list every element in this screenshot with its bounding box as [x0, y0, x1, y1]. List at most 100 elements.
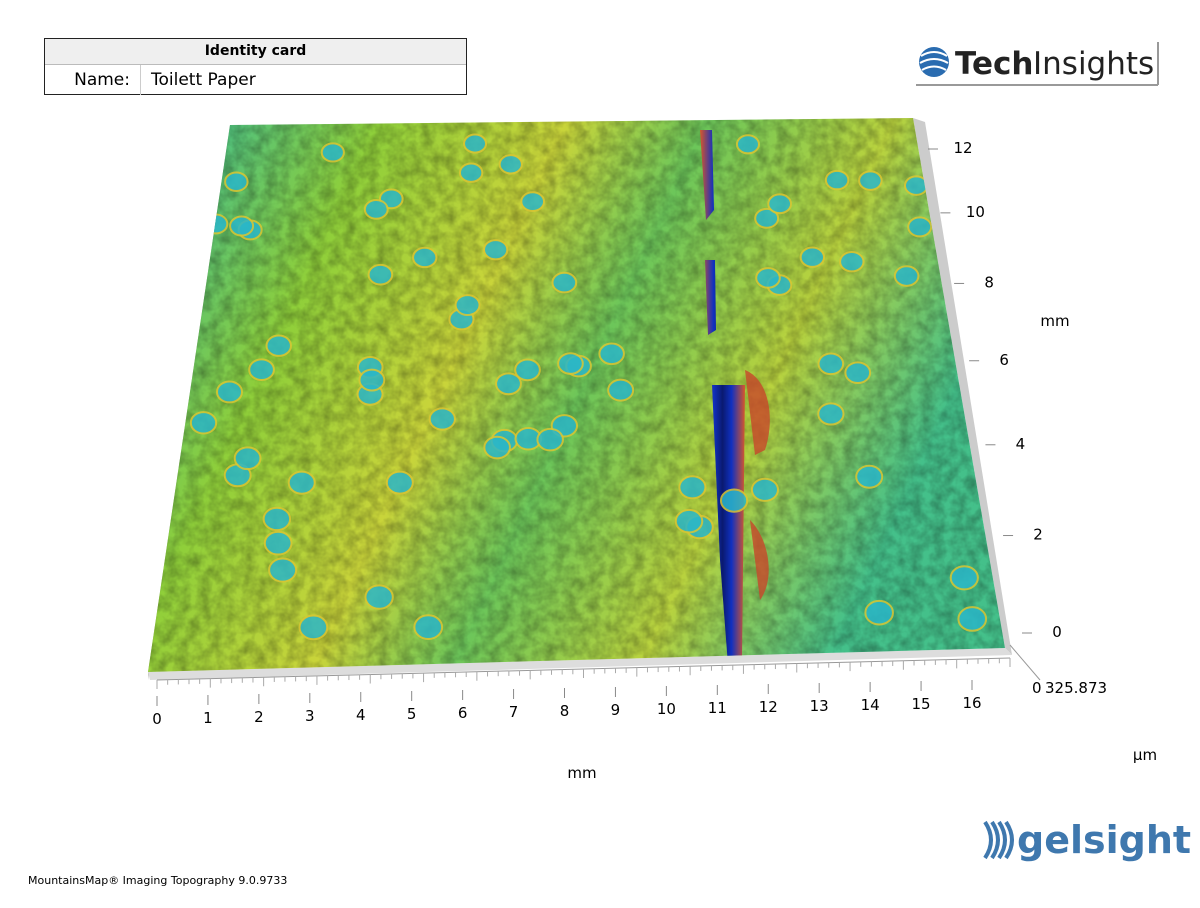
pit [320, 142, 345, 163]
pit [358, 368, 386, 392]
pit [385, 470, 414, 495]
identity-card: Identity card Name: Toilett Paper [44, 38, 467, 95]
front-wall [148, 648, 1012, 680]
pit [363, 198, 389, 220]
ridge [745, 370, 770, 600]
pit [237, 219, 263, 241]
z-tick-label: 325.873 [1045, 679, 1107, 697]
x-tick-label: 5 [407, 705, 417, 723]
pit [498, 154, 523, 175]
x-tick-label: 10 [657, 700, 676, 718]
pit [223, 463, 252, 488]
pit [557, 352, 584, 375]
pit [356, 355, 384, 379]
x-tick-label: 1 [203, 709, 213, 727]
pit [817, 352, 845, 376]
pit [551, 271, 578, 294]
pit [428, 407, 456, 431]
y-tick-label: 6 [999, 351, 1009, 369]
y-tick-label: 8 [984, 273, 994, 291]
y-tick-label: 0 [1052, 623, 1062, 641]
pit [483, 435, 511, 460]
z-axis-base [1009, 644, 1041, 681]
x-tick-label: 15 [912, 695, 931, 713]
pit [858, 170, 883, 191]
pit [298, 614, 329, 641]
x-axis-unit: mm [567, 764, 596, 782]
x-tick-label: 0 [152, 710, 162, 728]
pit [767, 193, 793, 215]
surface-texture [148, 118, 1005, 672]
z-axis-unit: µm [1133, 746, 1157, 764]
y-tick-label: 10 [966, 203, 985, 221]
y-axis-unit: mm [1040, 312, 1069, 330]
footer: MountainsMap® Imaging Topography 9.0.973… [28, 874, 287, 887]
techinsights-icon [919, 47, 949, 77]
z-tick-label: 0 [1032, 679, 1042, 697]
pit [520, 191, 546, 212]
x-tick-label: 14 [861, 696, 880, 714]
x-tick-label: 4 [356, 706, 366, 724]
pit [864, 599, 894, 626]
pit [483, 239, 509, 261]
identity-row: Name: Toilett Paper [45, 65, 466, 95]
pit [678, 475, 707, 500]
side-wall [913, 118, 1012, 655]
pit [263, 530, 293, 556]
x-tick-label: 11 [708, 699, 727, 717]
x-axis-base [156, 657, 1011, 681]
pit [413, 614, 444, 641]
x-tick-label: 13 [810, 697, 829, 715]
pit [367, 263, 394, 286]
pit [203, 213, 229, 235]
pit [754, 207, 780, 229]
pit [262, 506, 292, 532]
pit [378, 188, 404, 210]
x-tick-label: 9 [611, 701, 621, 719]
pit [755, 267, 781, 289]
y-tick-label: 4 [1016, 435, 1026, 453]
pit [189, 411, 218, 435]
noise [148, 118, 1005, 672]
pit [903, 175, 929, 196]
pit [949, 565, 979, 591]
pit [265, 334, 292, 357]
pit [550, 414, 579, 438]
name-label: Name: [45, 65, 141, 95]
identity-card-title: Identity card [45, 39, 466, 65]
pit [490, 428, 519, 453]
surface [148, 118, 1005, 672]
name-value: Toilett Paper [151, 70, 256, 90]
pit [824, 169, 850, 191]
pit [412, 246, 438, 269]
pit [229, 215, 255, 237]
pit [448, 308, 475, 331]
pit [719, 488, 749, 513]
pit [799, 246, 826, 268]
side-wall [148, 125, 230, 680]
pit [268, 557, 298, 583]
pit [224, 171, 249, 192]
pit [287, 470, 316, 495]
pit [817, 402, 845, 426]
pit [495, 372, 522, 396]
pit [514, 358, 541, 382]
y-tick-label: 2 [1033, 526, 1043, 544]
pit [907, 216, 933, 238]
logo-gelsight: gelsight [1017, 818, 1191, 862]
pit [233, 446, 262, 471]
x-tick-label: 8 [560, 702, 570, 720]
icon-lines [919, 51, 949, 71]
x-tick-label: 2 [254, 708, 264, 726]
pit [685, 514, 714, 540]
logo-tech: Tech [955, 46, 1034, 82]
pit [607, 378, 635, 402]
pit [356, 382, 384, 406]
gelsight-waves [983, 820, 1014, 860]
x-tick-label: 6 [458, 704, 468, 722]
pit [735, 134, 760, 155]
pit [674, 508, 704, 534]
pit [514, 426, 543, 451]
pit [463, 133, 488, 154]
